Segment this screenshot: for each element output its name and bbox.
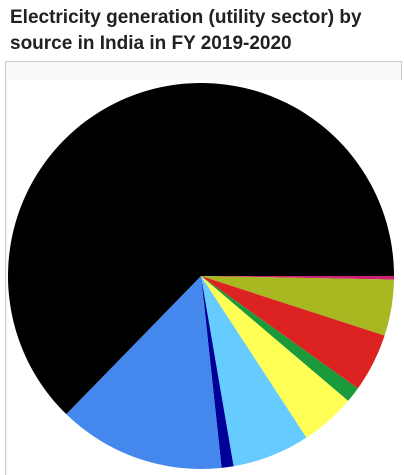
chart-title-line-1: Electricity generation (utility sector) … xyxy=(10,7,362,28)
pie-slice-1 xyxy=(201,276,395,280)
pie-slice-2 xyxy=(201,276,394,336)
pie-slice-8 xyxy=(66,276,222,470)
pie-slice-5 xyxy=(201,276,349,438)
pie-slices xyxy=(8,83,395,470)
pie-slice-6 xyxy=(201,276,307,467)
chart-title: Electricity generation (utility sector) … xyxy=(10,5,400,57)
pie-slice-9 xyxy=(8,83,394,415)
pie-slice-4 xyxy=(201,276,358,401)
pie-slice-7 xyxy=(201,276,234,468)
pie-slice-3 xyxy=(201,276,385,389)
chart-canvas xyxy=(8,80,402,475)
chart-title-line-2: source in India in FY 2019-2020 xyxy=(10,33,292,54)
pie-chart xyxy=(8,83,395,470)
